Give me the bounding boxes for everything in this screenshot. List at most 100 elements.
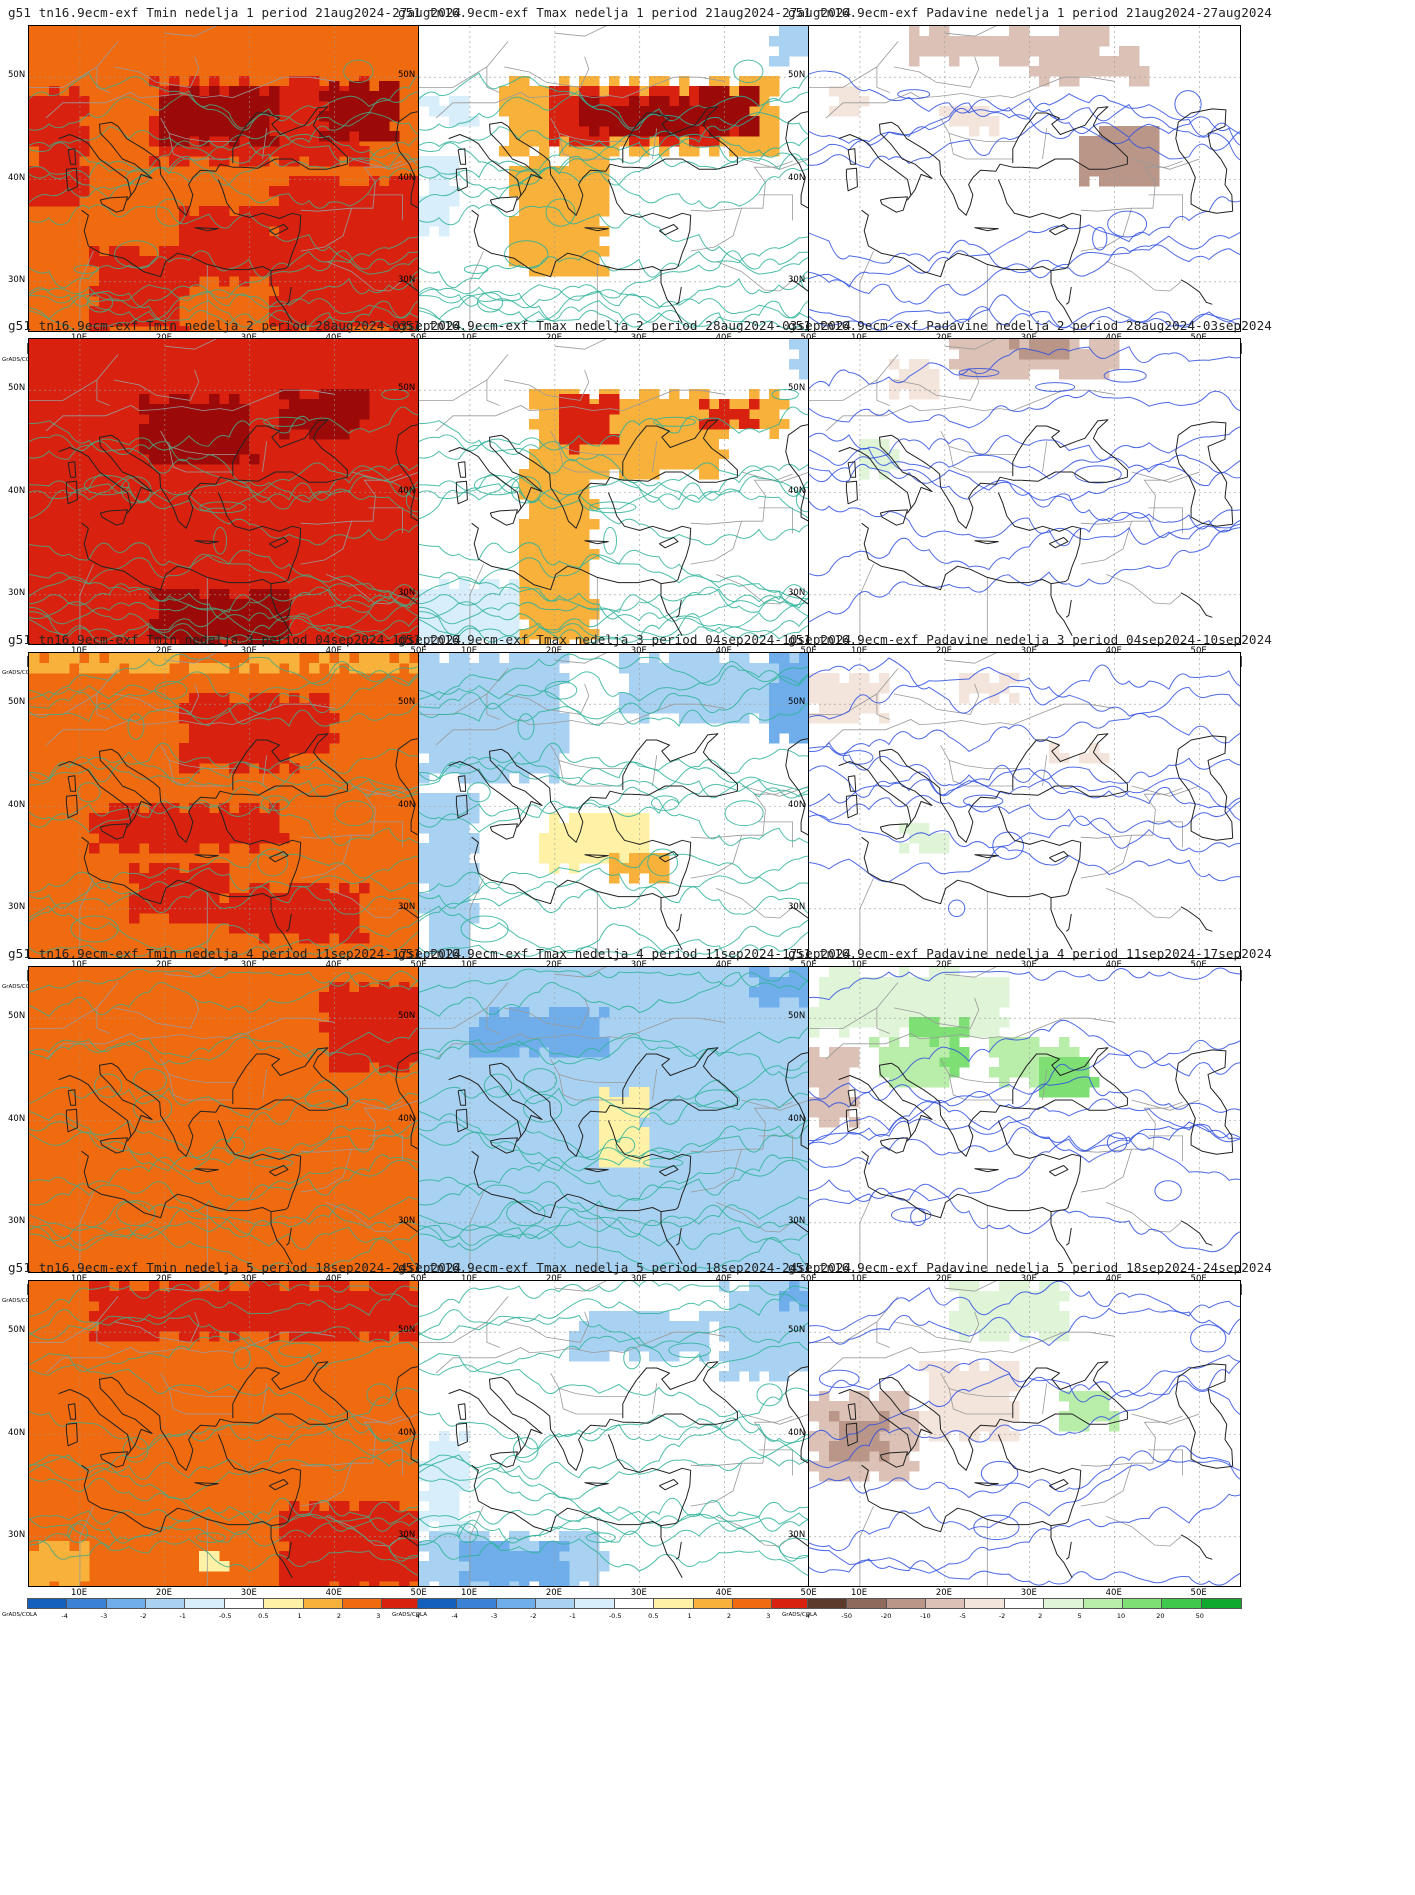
lon-label: 50E [1190,960,1207,970]
panel-title: g51 tn16.9ecm-exf Tmax nedelja 5 period … [398,1260,852,1275]
map-panel-tmax-week-1: g51 tn16.9ecm-exf Tmax nedelja 1 period … [390,0,861,379]
lon-label: 20E [545,1274,563,1284]
grads-credit: GrADS/COLA [782,1612,817,1618]
lat-label: 40N [8,485,26,496]
map-panel-tmax-week-4: g51 tn16.9ecm-exf Tmax nedelja 4 period … [390,941,861,1320]
colorbar-swatch [416,1598,459,1609]
map-panel-tmax-week-5: g51 tn16.9ecm-exf Tmax nedelja 5 period … [390,1255,861,1634]
lon-label: 10E [850,646,868,656]
colorbar-swatch [495,1598,538,1609]
lon-label: 20E [155,1274,173,1284]
lon-label: 30E [630,960,647,970]
lon-label: 10E [850,960,868,970]
lat-label: 50N [788,70,806,81]
colorbar-label: -0.5 [218,1612,232,1620]
colorbar-label: -1 [179,1612,186,1620]
lon-label: 20E [935,1588,953,1598]
lon-label: 30E [1020,1274,1037,1284]
colorbar-swatch [26,1598,69,1609]
lat-label: 30N [788,1529,806,1540]
colorbar-label: 3 [376,1612,381,1620]
lat-label: 30N [398,274,416,285]
grads-credit: GrADS/COLA [2,1612,37,1618]
lat-label: 40N [8,172,26,183]
colorbar-swatch [223,1598,266,1609]
lon-label: 10E [460,646,478,656]
colorbar-label: 4 [805,1612,810,1620]
lon-label: 40E [1105,960,1122,970]
colorbar-label: 2 [336,1612,342,1620]
lon-label: 50E [1190,1274,1207,1284]
lat-label: 50N [398,1325,416,1336]
colorbar-swatch [806,1598,849,1609]
lat-label: 40N [398,485,416,496]
lat-label: 40N [398,1427,416,1438]
panel-title: g51 tn16.9ecm-exf Padavine nedelja 5 per… [788,1260,1272,1275]
lon-label: 50E [800,960,817,970]
lat-label: 40N [8,1113,26,1124]
lat-label: 40N [788,799,806,810]
lon-label: 10E [460,960,478,970]
colorbar-label: 20 [1156,1612,1165,1620]
map-canvas [809,967,1240,1272]
colorbar-label: -0.5 [608,1612,622,1620]
colorbar-swatch [653,1598,695,1609]
lat-label: 50N [788,383,806,394]
lat-label: 30N [788,274,806,285]
grads-credit: GrADS/COLA [392,1612,427,1618]
lat-label: 40N [788,1113,806,1124]
lat-label: 30N [8,1215,26,1226]
anomaly-map [418,966,851,1273]
colorbar-label: -2 [998,1612,1006,1620]
lon-label: 50E [1190,1588,1207,1598]
lon-label: 50E [410,646,427,656]
colorbar-label: -2 [530,1612,537,1620]
colorbar-swatch [184,1598,226,1609]
lon-label: 50E [410,1274,427,1284]
lon-label: 30E [240,646,257,656]
panel-title: g51 tn16.9ecm-exf Tmin nedelja 1 period … [8,5,462,20]
colorbar-swatch [692,1598,734,1609]
colorbar-swatch [1161,1598,1203,1609]
lat-label: 30N [398,1529,416,1540]
lon-label: 20E [155,646,173,656]
lat-label: 30N [788,587,806,598]
colorbar-label: 2 [1038,1612,1043,1620]
lat-label: 50N [398,1011,416,1022]
colorbar-label: -3 [490,1612,498,1620]
lon-label: 40E [715,960,732,970]
lat-label: 40N [398,1113,416,1124]
lon-label: 40E [715,646,732,656]
map-canvas [809,1281,1240,1586]
anomaly-map [808,652,1241,959]
colorbar-swatch [456,1598,498,1609]
lat-label: 40N [788,1427,806,1438]
colorbar-swatch [574,1598,616,1609]
lon-label: 10E [70,1274,88,1284]
map-canvas [809,26,1240,331]
lon-label: 30E [240,960,257,970]
colorbar-label: -3 [100,1612,108,1620]
lat-label: 30N [398,1215,416,1226]
map-canvas [809,339,1240,644]
lon-label: 10E [850,1588,868,1598]
lat-label: 50N [398,697,416,708]
colorbar-label: 0.5 [648,1612,659,1620]
lon-label: 10E [70,646,88,656]
colorbar-label: -4 [61,1612,68,1620]
colorbar-swatch [613,1598,656,1609]
lon-label: 10E [70,1588,88,1598]
map-panel-precip-week-1: g51 tn16.9ecm-exf Padavine nedelja 1 per… [780,0,1272,379]
colorbar-label: 50 [1195,1612,1204,1620]
lon-label: 10E [850,1274,868,1284]
map-canvas [419,1281,850,1586]
lon-label: 30E [630,1274,647,1284]
lon-label: 20E [935,1274,953,1284]
map-panel-precip-week-5: g51 tn16.9ecm-exf Padavine nedelja 5 per… [780,1255,1272,1634]
colorbar-swatch [885,1598,928,1609]
panel-title: g51 tn16.9ecm-exf Tmax nedelja 4 period … [398,946,852,961]
lon-label: 10E [70,960,88,970]
map-canvas [29,1281,460,1586]
grads-credit: GrADS/COLA [2,984,37,990]
anomaly-map [808,338,1241,645]
